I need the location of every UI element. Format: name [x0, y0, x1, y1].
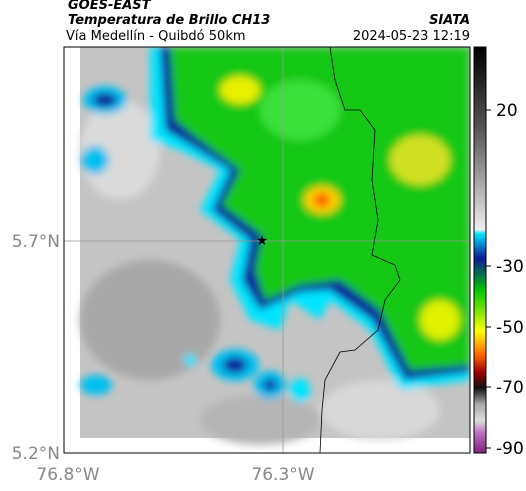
source: GOES-EAST: [68, 0, 152, 13]
timestamp: 2024-05-23 12:19: [353, 29, 470, 44]
colorbar-tick-label: -30: [496, 257, 524, 277]
colorbar-tick-label: -70: [496, 378, 524, 398]
colorbar-tick-label: -90: [496, 439, 524, 459]
agency: SIATA: [429, 13, 470, 28]
colorbar-ticks: [486, 109, 491, 449]
colorbar-tick-label: -50: [496, 318, 524, 338]
lon-label: 76.3°W: [251, 465, 314, 485]
colorbar-tick-label: 20: [496, 101, 518, 121]
lon-label: 76.8°W: [36, 465, 99, 485]
svg-text:★: ★: [256, 233, 269, 249]
lat-label: 5.7°N: [12, 232, 60, 252]
map-frame: [63, 46, 471, 454]
title: Temperatura de Brillo CH13: [68, 13, 270, 28]
subtitle: Vía Medellín - Quibdó 50km: [66, 29, 246, 44]
colorbar: [473, 46, 487, 454]
map-image: ★: [64, 47, 470, 453]
lat-label: 5.2°N: [12, 444, 60, 464]
